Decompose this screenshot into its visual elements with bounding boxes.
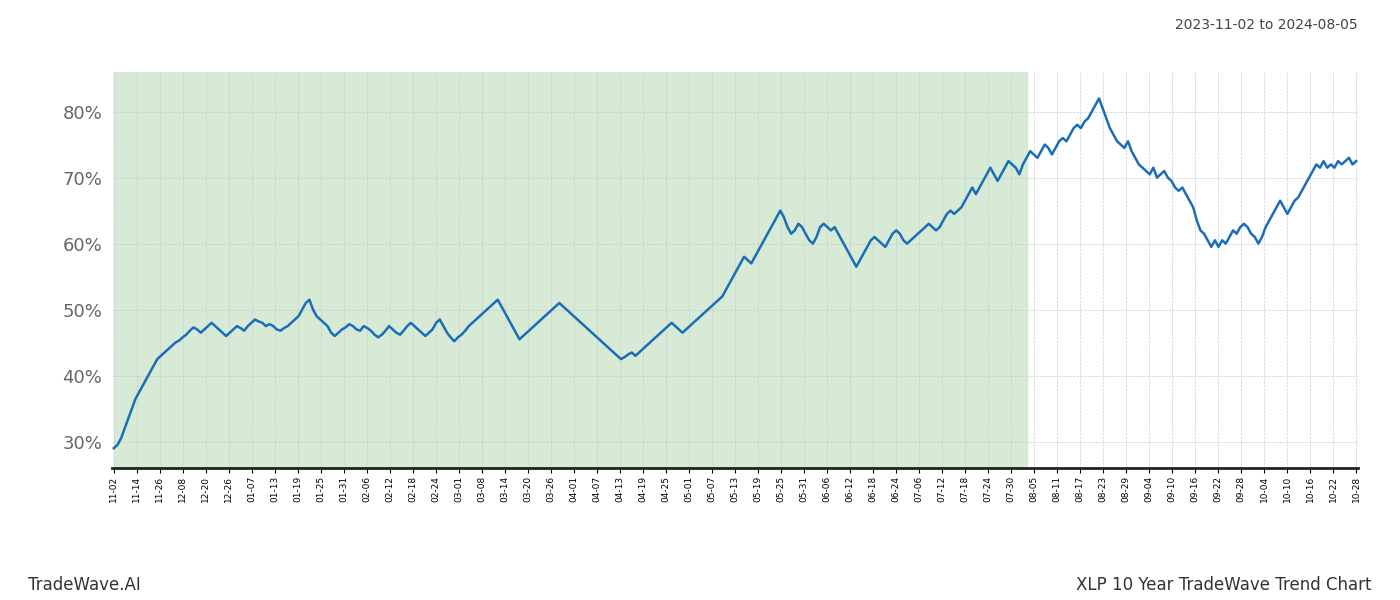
Text: 2023-11-02 to 2024-08-05: 2023-11-02 to 2024-08-05 — [1176, 18, 1358, 32]
Text: XLP 10 Year TradeWave Trend Chart: XLP 10 Year TradeWave Trend Chart — [1077, 576, 1372, 594]
Bar — [113, 72, 1026, 468]
Text: TradeWave.AI: TradeWave.AI — [28, 576, 141, 594]
